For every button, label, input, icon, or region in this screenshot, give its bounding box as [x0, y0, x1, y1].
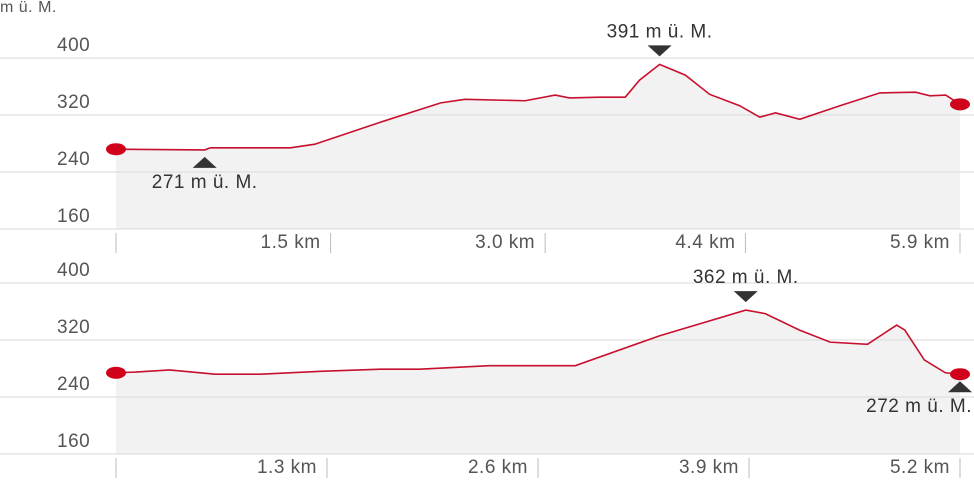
- annotation-label: 271 m ü. M.: [152, 172, 258, 193]
- y-tick-label: 240: [57, 149, 90, 170]
- x-tick-label: 5.2 km: [890, 457, 950, 478]
- x-tick-label: 3.9 km: [679, 457, 739, 478]
- annotation-label: 272 m ü. M.: [866, 396, 972, 417]
- x-tick-label: 5.9 km: [890, 232, 950, 253]
- x-tick-label: 1.3 km: [257, 457, 317, 478]
- endpoint-dot: [950, 368, 970, 381]
- area-fill: [116, 64, 960, 229]
- annotation-label: 391 m ü. M.: [607, 21, 713, 42]
- y-tick-label: 320: [57, 92, 90, 113]
- endpoint-dot: [106, 143, 126, 156]
- endpoint-dot: [106, 366, 126, 379]
- annotation-marker: [948, 381, 972, 393]
- y-tick-label: 400: [57, 35, 90, 56]
- endpoint-dot: [950, 98, 970, 111]
- annotation-marker: [647, 45, 672, 57]
- y-tick-label: 160: [57, 206, 90, 227]
- annotation-marker: [733, 291, 758, 303]
- area-fill: [116, 310, 960, 454]
- x-tick-label: 3.0 km: [475, 232, 535, 253]
- elevation-line: [115, 309, 961, 375]
- x-tick-label: 2.6 km: [468, 457, 528, 478]
- x-tick-label: 1.5 km: [261, 232, 321, 253]
- annotation-label: 362 m ü. M.: [693, 267, 799, 288]
- annotation-marker: [192, 156, 217, 168]
- y-tick-label: 400: [57, 260, 90, 281]
- x-tick-label: 4.4 km: [675, 232, 735, 253]
- y-tick-label: 320: [57, 317, 90, 338]
- y-tick-label: 160: [57, 431, 90, 452]
- y-axis-label: m ü. M.: [0, 0, 57, 16]
- y-tick-label: 240: [57, 374, 90, 395]
- elevation-line: [115, 63, 961, 151]
